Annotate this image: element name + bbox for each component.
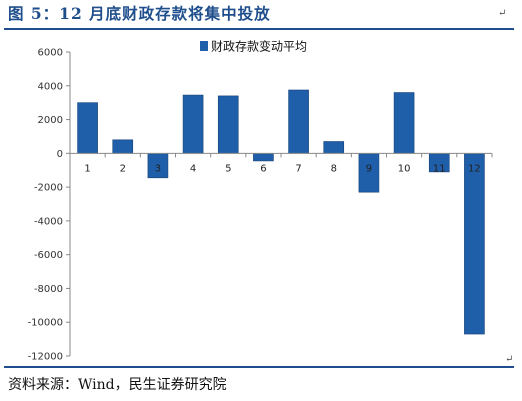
y-tick-label: -6000 (34, 250, 63, 261)
title-rule (4, 28, 514, 30)
x-tick-label: 12 (468, 163, 481, 174)
x-tick-label: 10 (398, 163, 411, 174)
x-tick-label: 1 (84, 163, 90, 174)
bar-7 (288, 89, 309, 154)
y-tick-label: -12000 (28, 352, 63, 363)
y-tick-label: 2000 (38, 115, 63, 126)
x-tick-label: 5 (225, 163, 231, 174)
legend-swatch (200, 41, 208, 51)
x-tick-label: 8 (331, 163, 337, 174)
x-tick-label: 9 (366, 163, 372, 174)
x-tick-label: 3 (155, 163, 161, 174)
y-axis: 6000 4000 2000 0 -2000 -4000 -6000 -8000 -10000 -… (28, 48, 71, 363)
category-labels: 1 2 3 4 5 6 7 8 9 10 11 12 (84, 163, 480, 174)
bar-1 (77, 102, 98, 154)
bottom-rule (4, 366, 514, 368)
paragraph-mark-top: ↵ (498, 8, 507, 19)
figure-title: 图 5：12 月底财政存款将集中投放 (8, 4, 271, 23)
x-tick-label: 11 (433, 163, 446, 174)
bar-10 (393, 92, 415, 154)
y-tick-label: -2000 (34, 183, 63, 194)
bar-4 (182, 94, 204, 154)
x-tick-label: 2 (120, 163, 126, 174)
x-tick-label: 4 (190, 163, 196, 174)
y-tick-label: 6000 (38, 48, 63, 59)
bar-12 (464, 153, 485, 335)
bar-2 (112, 139, 134, 154)
bars (77, 89, 485, 335)
x-tick-label: 7 (295, 163, 301, 174)
bar-5 (217, 95, 239, 154)
zero-axis (69, 152, 493, 158)
legend-label: 财政存款变动平均 (211, 39, 307, 54)
y-tick-label: -4000 (34, 216, 63, 227)
y-tick-label: 0 (57, 149, 63, 160)
bar-8 (323, 141, 345, 154)
y-tick-label: -8000 (34, 284, 63, 295)
legend: 财政存款变动平均 (200, 39, 307, 54)
paragraph-mark-bottom: ↵ (505, 354, 514, 365)
y-tick-label: 4000 (38, 81, 63, 92)
bar-6 (253, 153, 274, 162)
x-tick-label: 6 (260, 163, 266, 174)
source-note: 资料来源：Wind，民生证券研究院 (8, 377, 227, 393)
y-tick-label: -10000 (28, 318, 63, 329)
